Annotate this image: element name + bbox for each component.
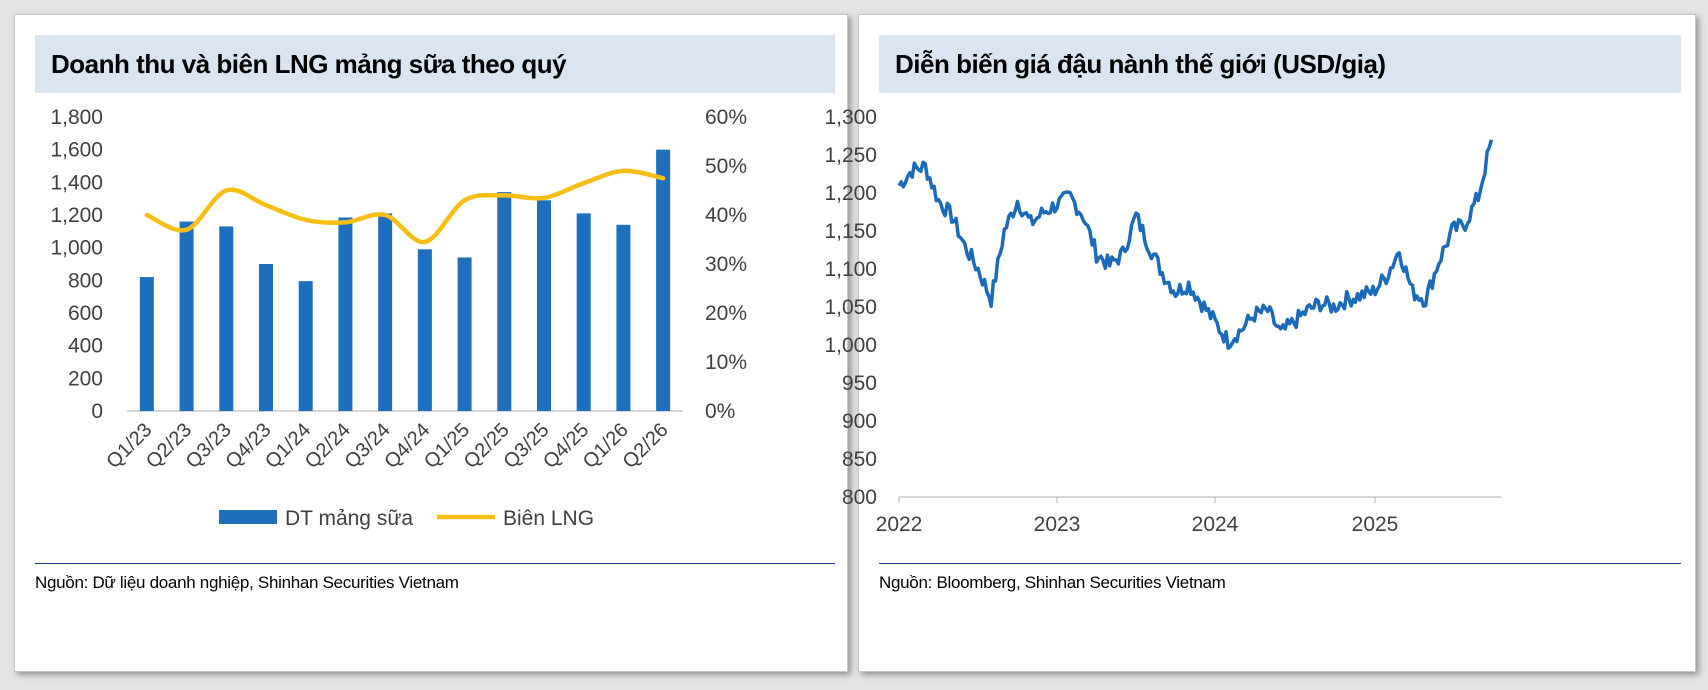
- source-divider: [879, 563, 1681, 564]
- x-tick-label: 2022: [876, 513, 923, 536]
- x-tick-label: 2023: [1034, 513, 1081, 536]
- revenue-bar: [139, 277, 154, 411]
- y-left-tick-label: 200: [68, 367, 103, 390]
- soybean-price-panel: Diễn biến giá đậu nành thế giới (USD/giạ…: [824, 14, 1696, 672]
- y-left-tick-label: 1,400: [50, 171, 103, 194]
- revenue-bar: [179, 221, 194, 411]
- revenue-bar: [338, 217, 353, 411]
- y-right-tick-label: 10%: [705, 351, 747, 374]
- revenue-bar: [417, 249, 432, 411]
- y-tick-label: 850: [842, 448, 877, 471]
- x-tick-label: Q2/26: [619, 419, 673, 473]
- y-left-tick-label: 1,200: [50, 204, 103, 227]
- revenue-bar: [497, 192, 512, 411]
- revenue-bar: [378, 213, 393, 411]
- legend-label-margin: Biên LNG: [503, 507, 594, 530]
- y-right-tick-label: 30%: [705, 253, 747, 276]
- y-left-tick-label: 1,600: [50, 139, 103, 162]
- y-left-tick-label: 800: [68, 269, 103, 292]
- x-tick-label: 2025: [1352, 513, 1399, 536]
- y-tick-label: 1,100: [824, 258, 877, 281]
- revenue-bar: [616, 224, 631, 411]
- y-tick-label: 1,000: [824, 334, 877, 357]
- x-tick-label: 2024: [1192, 513, 1239, 536]
- soybean-price-chart: 800 850 900 950 1,000 1,050 1,100 1,150 1,200 1,2…: [824, 106, 1501, 536]
- y-right-tick-label: 20%: [705, 302, 747, 325]
- y-left-tick-label: 600: [68, 302, 103, 325]
- y-tick-label: 1,150: [824, 220, 877, 243]
- y-right-tick-label: 60%: [705, 106, 747, 129]
- chart-title: Doanh thu và biên LNG mảng sữa theo quý: [51, 48, 567, 79]
- chart-title-bar: Diễn biến giá đậu nành thế giới (USD/giạ…: [879, 35, 1681, 93]
- y-left-tick-label: 0: [91, 400, 103, 423]
- revenue-margin-chart: 0 200 400 600 800 1,000 1,200 1,400 1,600 1,800 0%…: [50, 106, 747, 530]
- margin-line: [144, 168, 666, 245]
- y-right-tick-label: 0%: [705, 400, 735, 423]
- revenue-bar: [537, 200, 551, 411]
- y-right-tick-label: 50%: [705, 155, 747, 178]
- y-tick-label: 1,300: [824, 106, 877, 129]
- source-note: Nguồn: Bloomberg, Shinhan Securities Vie…: [879, 573, 1226, 592]
- y-tick-label: 1,050: [824, 296, 877, 319]
- revenue-bar: [298, 281, 313, 411]
- y-right-tick-label: 40%: [705, 204, 747, 227]
- y-left-tick-label: 1,800: [50, 106, 103, 129]
- revenue-bar: [259, 264, 273, 411]
- chart-title: Diễn biến giá đậu nành thế giới (USD/giạ…: [895, 48, 1386, 79]
- y-tick-label: 950: [842, 372, 877, 395]
- y-left-tick-label: 400: [68, 335, 103, 358]
- legend-label-revenue: DT mảng sữa: [285, 507, 413, 530]
- y-left-tick-label: 1,000: [50, 237, 103, 260]
- source-divider: [35, 563, 835, 564]
- revenue-bar: [457, 257, 472, 411]
- y-tick-label: 1,250: [824, 144, 877, 167]
- revenue-margin-panel: Doanh thu và biên LNG mảng sữa theo quý …: [14, 14, 848, 672]
- chart-title-bar: Doanh thu và biên LNG mảng sữa theo quý: [35, 35, 835, 93]
- y-tick-label: 800: [842, 486, 877, 509]
- soybean-price-line: [897, 139, 1494, 350]
- y-tick-label: 1,200: [824, 182, 877, 205]
- source-note: Nguồn: Dữ liệu doanh nghiệp, Shinhan Sec…: [35, 573, 459, 592]
- legend-swatch-revenue: [219, 510, 277, 524]
- revenue-bar: [656, 149, 671, 411]
- y-tick-label: 900: [842, 410, 877, 433]
- revenue-bar: [219, 226, 234, 411]
- revenue-bar: [576, 213, 591, 411]
